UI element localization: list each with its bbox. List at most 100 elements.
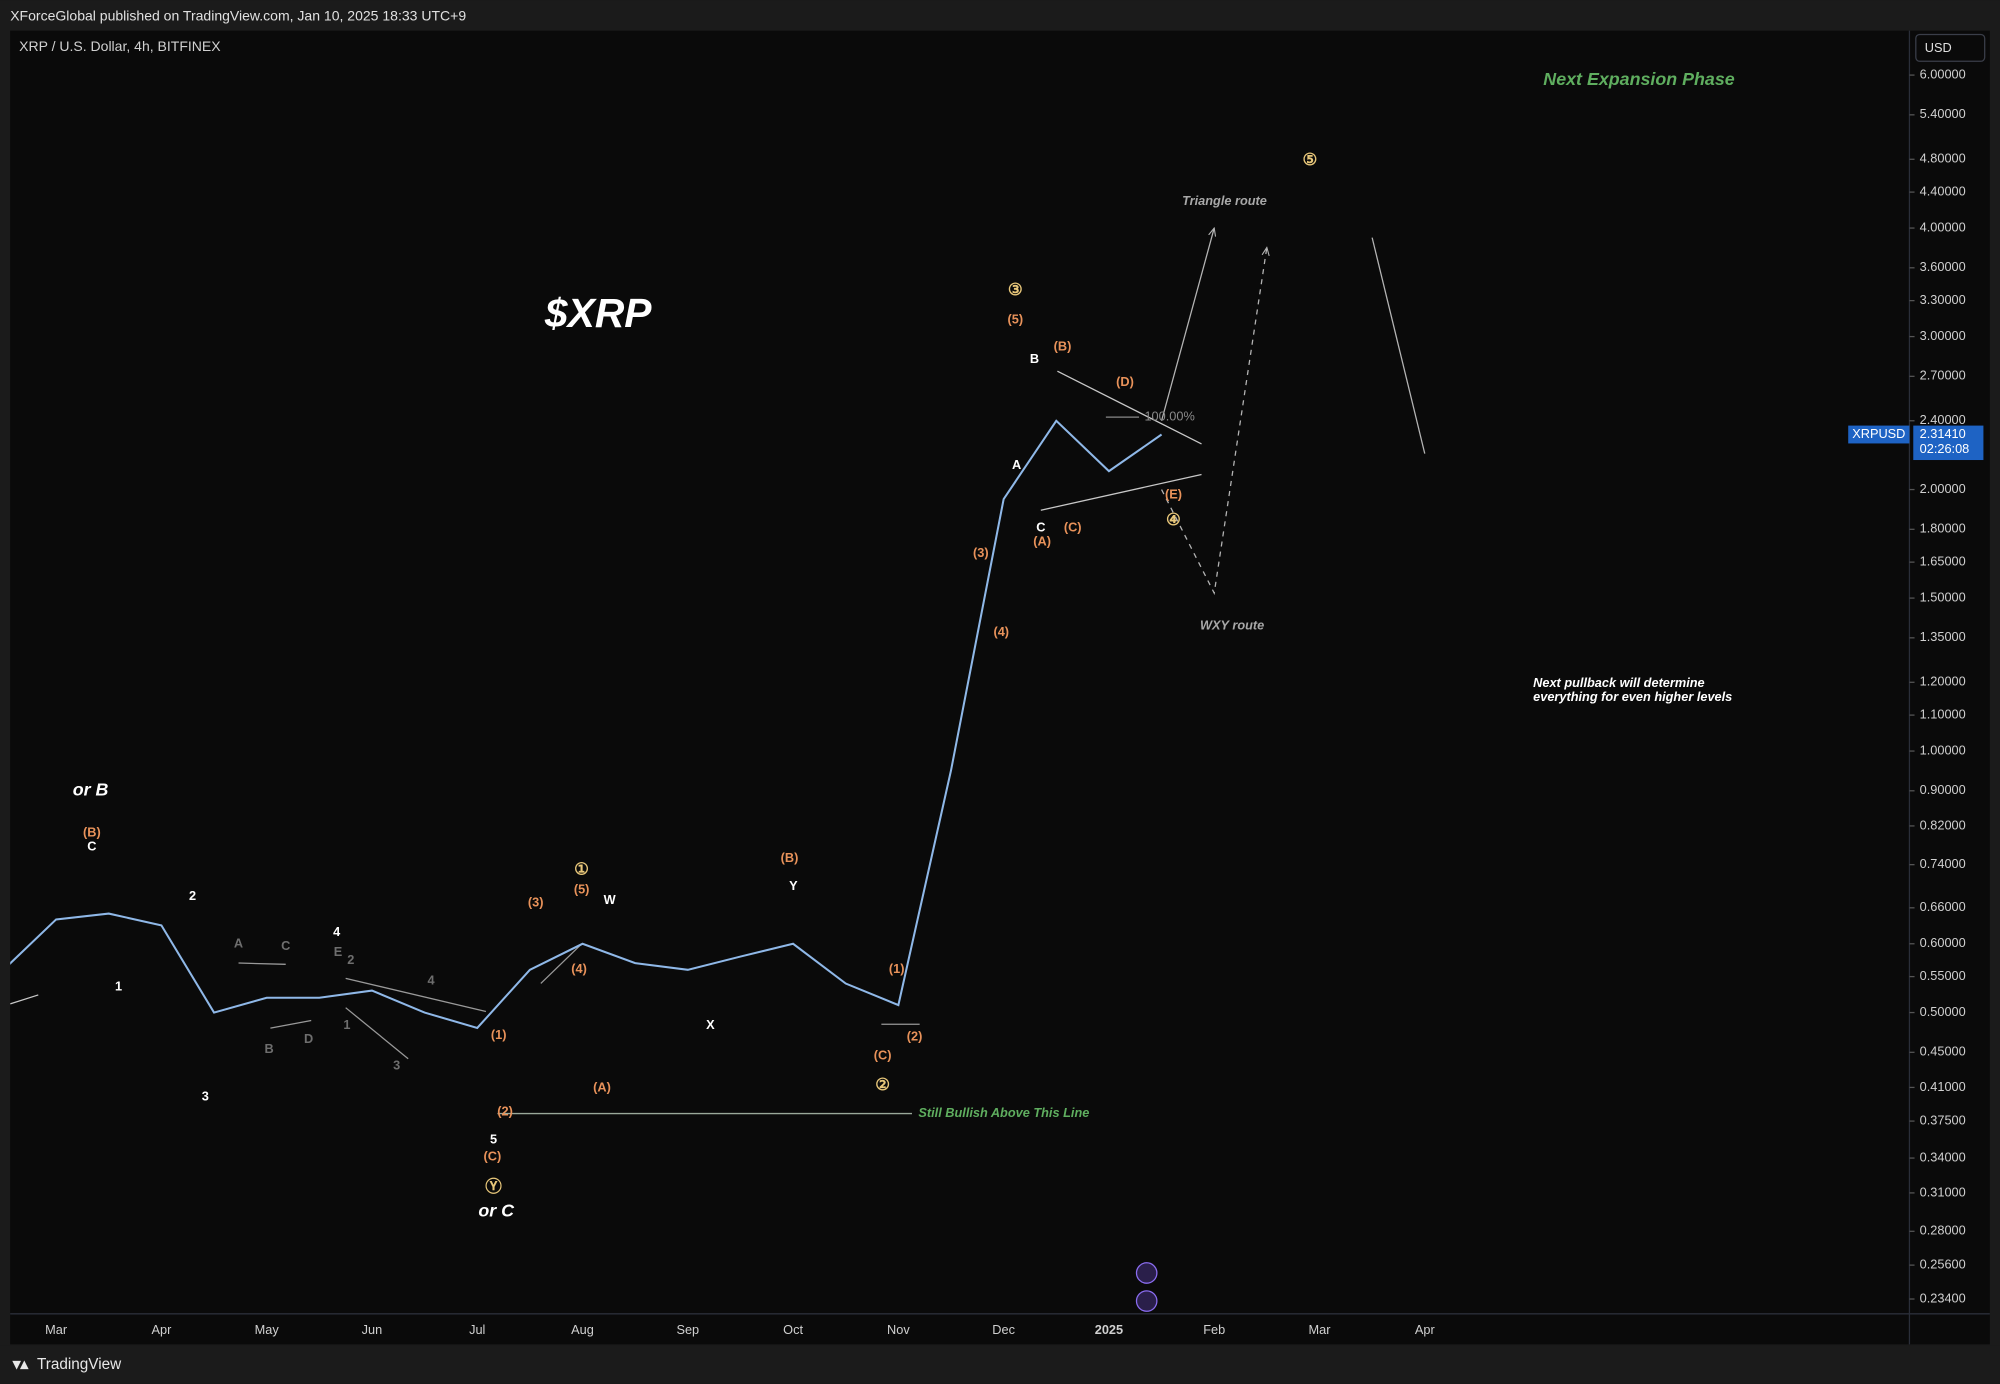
- wave-label: 4: [333, 924, 341, 939]
- wave-label: ③: [1008, 280, 1023, 299]
- y-tick-label: 1.80000: [1920, 521, 1966, 536]
- wave-label: 3: [202, 1088, 209, 1103]
- wave-label: (C): [874, 1048, 892, 1063]
- x-tick-label: Aug: [571, 1322, 594, 1337]
- wave-label: D: [304, 1031, 313, 1046]
- y-tick-label: 3.30000: [1920, 292, 1966, 307]
- wave-label: C: [1036, 519, 1045, 534]
- trend-line: [345, 1007, 409, 1060]
- wave-label: A: [234, 935, 243, 950]
- wave-label: (5): [1008, 312, 1024, 327]
- symbol-tag-label: XRPUSD: [1852, 426, 1905, 441]
- y-tick-label: 0.82000: [1920, 817, 1966, 832]
- wave-label: (C): [1064, 519, 1082, 534]
- y-tick-label: 0.60000: [1920, 935, 1966, 950]
- wave-label: (3): [528, 894, 544, 909]
- y-tick-label: 2.40000: [1920, 412, 1966, 427]
- series-layer: [10, 0, 1426, 1030]
- annotation: Triangle route: [1182, 193, 1267, 208]
- annotation: or C: [478, 1200, 515, 1220]
- wave-label: (2): [497, 1104, 513, 1119]
- projection-line: [1161, 247, 1267, 596]
- y-tick-label: 5.40000: [1920, 106, 1966, 121]
- price-tag: [1913, 425, 1984, 461]
- y-tick-label: 0.90000: [1920, 782, 1966, 797]
- wave-label: 5: [490, 1132, 497, 1147]
- y-tick-label: 0.23400: [1920, 1290, 1966, 1305]
- annotation: Next pullback will determine: [1533, 675, 1704, 690]
- y-tick-label: 2.70000: [1920, 368, 1966, 383]
- trend-line: [270, 1019, 312, 1029]
- x-tick-label: Feb: [1203, 1322, 1225, 1337]
- wave-label: C: [281, 938, 290, 953]
- x-tick-label: Apr: [1415, 1322, 1436, 1337]
- y-tick-label: 3.60000: [1920, 259, 1966, 274]
- wave-label: 2: [347, 952, 354, 967]
- wave-label: (4): [993, 624, 1009, 639]
- countdown: 02:26:08: [1920, 441, 1970, 456]
- wave-label: A: [1012, 457, 1021, 472]
- footer-logo: ▾▴: [12, 1356, 29, 1373]
- drawings: [10, 370, 1202, 1115]
- x-tick-label: Dec: [992, 1322, 1015, 1337]
- wave-label: 3: [393, 1058, 400, 1073]
- price-tag-label: 2.31410: [1920, 426, 1966, 441]
- wave-label: ④: [1166, 510, 1181, 529]
- wave-label: (D): [1116, 374, 1134, 389]
- wave-label: (B): [781, 850, 799, 865]
- annotation: or B: [73, 780, 109, 800]
- price-line: [10, 419, 1163, 1030]
- y-tick-label: 0.66000: [1920, 899, 1966, 914]
- y-tick-label: 4.00000: [1920, 219, 1966, 234]
- currency-label[interactable]: USD: [1925, 40, 1952, 55]
- projection-line: [1371, 237, 1426, 454]
- annotation: everything for even higher levels: [1533, 689, 1732, 704]
- y-tick-label: 1.65000: [1920, 554, 1966, 569]
- annotation: $XRP: [544, 290, 652, 336]
- event-icon[interactable]: [1135, 1262, 1158, 1284]
- projection-line: [1160, 228, 1215, 421]
- x-tick-label: Mar: [45, 1322, 68, 1337]
- y-tick-label: 0.28000: [1920, 1223, 1966, 1238]
- wave-label: C: [87, 838, 96, 853]
- plot-area: [10, 30, 1990, 1345]
- wave-label: (1): [889, 961, 905, 976]
- x-tick-label: 2025: [1095, 1322, 1123, 1337]
- wave-label: 1: [115, 979, 122, 994]
- wave-label: 2: [189, 888, 196, 903]
- wave-label: Ⓨ: [485, 1176, 502, 1196]
- y-tick-label: 0.31000: [1920, 1184, 1966, 1199]
- y-tick-label: 0.41000: [1920, 1079, 1966, 1094]
- y-tick-label: 1.50000: [1920, 589, 1966, 604]
- y-tick-label: 0.55000: [1920, 968, 1966, 983]
- y-tick-label: 0.37500: [1920, 1112, 1966, 1127]
- wave-label: (E): [1165, 486, 1182, 501]
- x-tick-label: Mar: [1309, 1322, 1332, 1337]
- wave-label: (1): [491, 1027, 507, 1042]
- trend-line: [345, 977, 487, 1013]
- y-tick-label: 0.74000: [1920, 856, 1966, 871]
- x-tick-label: Jun: [362, 1322, 383, 1337]
- footer: TradingView: [37, 1356, 122, 1373]
- currency-box[interactable]: [1915, 33, 1986, 62]
- x-tick-label: Oct: [783, 1322, 803, 1337]
- y-tick-label: 1.35000: [1920, 629, 1966, 644]
- y-tick-label: 1.20000: [1920, 674, 1966, 689]
- wave-label: X: [706, 1017, 715, 1032]
- y-tick-label: 0.25600: [1920, 1256, 1966, 1271]
- y-tick-label: 6.00000: [1920, 66, 1966, 81]
- x-tick-label: Apr: [151, 1322, 172, 1337]
- y-tick-label: 1.10000: [1920, 706, 1966, 721]
- wave-label: (3): [973, 545, 989, 560]
- y-tick-label: 3.00000: [1920, 328, 1966, 343]
- wave-label: ①: [574, 859, 589, 878]
- trend-line: [1057, 370, 1202, 445]
- wave-label: (4): [571, 961, 587, 976]
- event-icon[interactable]: [1135, 1290, 1158, 1312]
- annotation: 100.00%: [1144, 409, 1194, 424]
- y-tick-label: 1.00000: [1920, 742, 1966, 757]
- y-tick-label: 2.00000: [1920, 481, 1966, 496]
- wave-label: (2): [907, 1028, 923, 1043]
- annotation: WXY route: [1200, 618, 1264, 633]
